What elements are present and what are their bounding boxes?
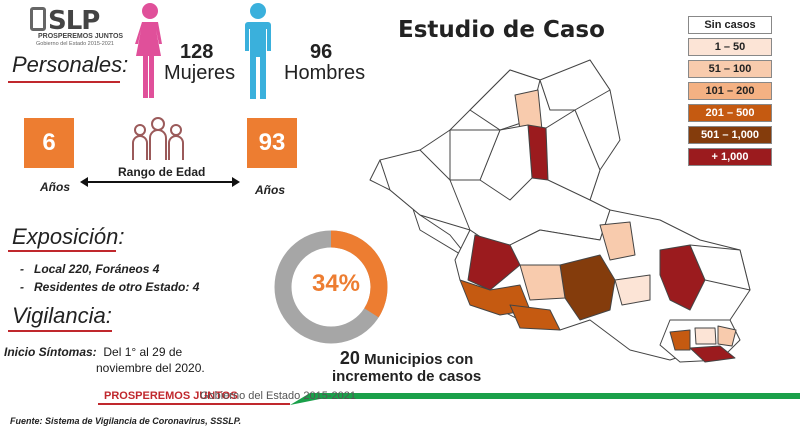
map-region-orange-2: [509, 304, 561, 331]
edad-min-label: Años: [40, 180, 70, 194]
male-figure-icon: [245, 3, 271, 99]
hombres-label: Hombres: [284, 62, 366, 84]
donut-percent-arc: [274, 230, 388, 344]
edad-min-box: 6: [24, 118, 74, 168]
slp-logo: SLP: [30, 6, 100, 36]
map-region-light3: [599, 221, 636, 261]
incremento-num: 20: [339, 348, 360, 368]
fuente-text: Fuente: Sistema de Vigilancia de Coronav…: [10, 416, 242, 426]
percent-label: 34%: [311, 270, 361, 297]
footer-prosperemos: PROSPEREMOS JUNTOS: [104, 390, 238, 402]
legend-item: + 1,000: [688, 148, 772, 166]
map-region-mid3: [449, 129, 501, 181]
map-region-red-south: [689, 345, 736, 363]
personales-underline: [8, 81, 120, 83]
map-region-mid2: [545, 109, 601, 201]
incremento-line1: Municipios con: [364, 351, 474, 368]
group-people-icon: [132, 117, 184, 160]
state-municipalities-map: [369, 59, 751, 363]
hombres-count: 96: [310, 41, 333, 63]
range-arrow-icon: [80, 177, 240, 187]
map-region-peach-south1: [694, 327, 717, 345]
incremento-line2: incremento de casos: [332, 368, 482, 385]
personales-heading: Personales:: [12, 52, 129, 77]
exposicion-item-local: - Local 220, Foráneos 4: [20, 262, 160, 276]
exposicion-heading: Exposición:: [12, 224, 125, 249]
map-region-peach1: [614, 274, 651, 306]
mujeres-count: 128: [180, 41, 214, 63]
legend-item: 51 – 100: [688, 60, 772, 78]
map-region-east: [689, 244, 751, 291]
edad-max-box: 93: [247, 118, 297, 168]
logo-government: Gobierno del Estado 2015-2021: [36, 41, 114, 47]
map-region-north-b: [539, 59, 611, 111]
vigilancia-heading: Vigilancia:: [12, 303, 112, 328]
footer-band: [98, 393, 800, 405]
exposicion-underline: [8, 250, 116, 252]
exposicion-item-residentes: - Residentes de otro Estado: 4: [20, 280, 200, 294]
footer-gobierno: Gobierno del Estado 2015-2021: [200, 390, 356, 402]
legend-item: 1 – 50: [688, 38, 772, 56]
map-region-light1: [514, 89, 543, 131]
inicio-sintomas-text2: noviembre del 2020.: [96, 361, 205, 375]
legend-item: Sin casos: [688, 16, 772, 34]
percent-donut: [274, 230, 388, 344]
inicio-sintomas-label: Inicio Síntomas:: [4, 345, 97, 359]
incremento-text: 20 Municipios con incremento de casos: [332, 348, 482, 385]
logo-tagline: PROSPEREMOS JUNTOS: [38, 33, 124, 40]
legend-item: 101 – 200: [688, 82, 772, 100]
map-title: Estudio de Caso: [398, 17, 605, 43]
map-region-peach-south2: [717, 325, 737, 347]
inicio-sintomas: Inicio Síntomas: Del 1° al 29 de: [4, 345, 182, 359]
slp-logo-icon: [30, 7, 46, 31]
legend-item: 201 – 500: [688, 104, 772, 122]
mujeres-label: Mujeres: [164, 62, 236, 84]
female-figure-icon: [135, 3, 162, 98]
map-region-orange-south: [669, 329, 691, 351]
vigilancia-underline: [8, 330, 112, 332]
map-legend: Sin casos 1 – 50 51 – 100 101 – 200 201 …: [688, 16, 772, 170]
map-region-red-west: [467, 234, 521, 291]
inicio-sintomas-text: Del 1° al 29 de: [103, 345, 183, 359]
rango-edad-label: Rango de Edad: [118, 165, 206, 179]
map-region-light2: [519, 264, 566, 301]
legend-item: 501 – 1,000: [688, 126, 772, 144]
edad-max-label: Años: [255, 183, 285, 197]
